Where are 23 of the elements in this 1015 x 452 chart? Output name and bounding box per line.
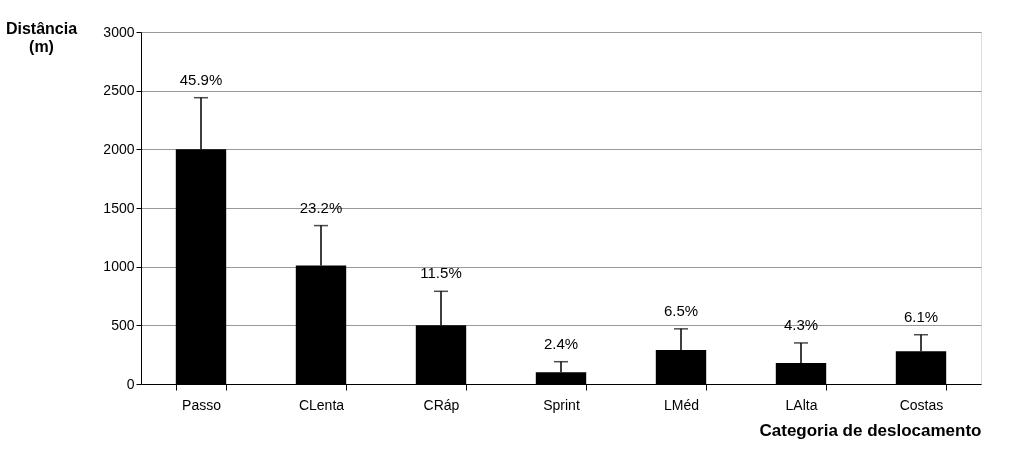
- y-axis-title: Distância (m): [5, 19, 78, 55]
- x-tick-label: Costas: [899, 396, 944, 413]
- x-tick-label: Sprint: [543, 396, 580, 413]
- x-tick-label: Passo: [182, 396, 222, 413]
- annotation: 6.1%: [903, 307, 939, 325]
- y-tick-label: 2500: [103, 82, 135, 99]
- x-tick-label: LMéd: [663, 396, 700, 413]
- annotation: 23.2%: [299, 198, 343, 216]
- x-tick-label: LAlta: [785, 396, 818, 413]
- y-tick-label: 1000: [103, 258, 135, 275]
- x-tick-label: CLenta: [298, 396, 345, 413]
- x-tick-label: CRáp: [423, 396, 460, 413]
- y-tick-label: 2000: [103, 140, 135, 157]
- y-tick-label: 0: [126, 375, 135, 392]
- annotation: 45.9%: [179, 70, 223, 88]
- x-axis-title: Categoria de deslocamento: [759, 420, 982, 440]
- y-tick-label: 500: [111, 316, 135, 333]
- annotation: 6.5%: [663, 301, 699, 319]
- annotation: 11.5%: [420, 264, 462, 282]
- y-tick-label: 3000: [103, 23, 135, 40]
- y-tick-label: 1500: [103, 199, 135, 216]
- annotation: 2.4%: [543, 334, 579, 352]
- annotation: 4.3%: [783, 315, 819, 333]
